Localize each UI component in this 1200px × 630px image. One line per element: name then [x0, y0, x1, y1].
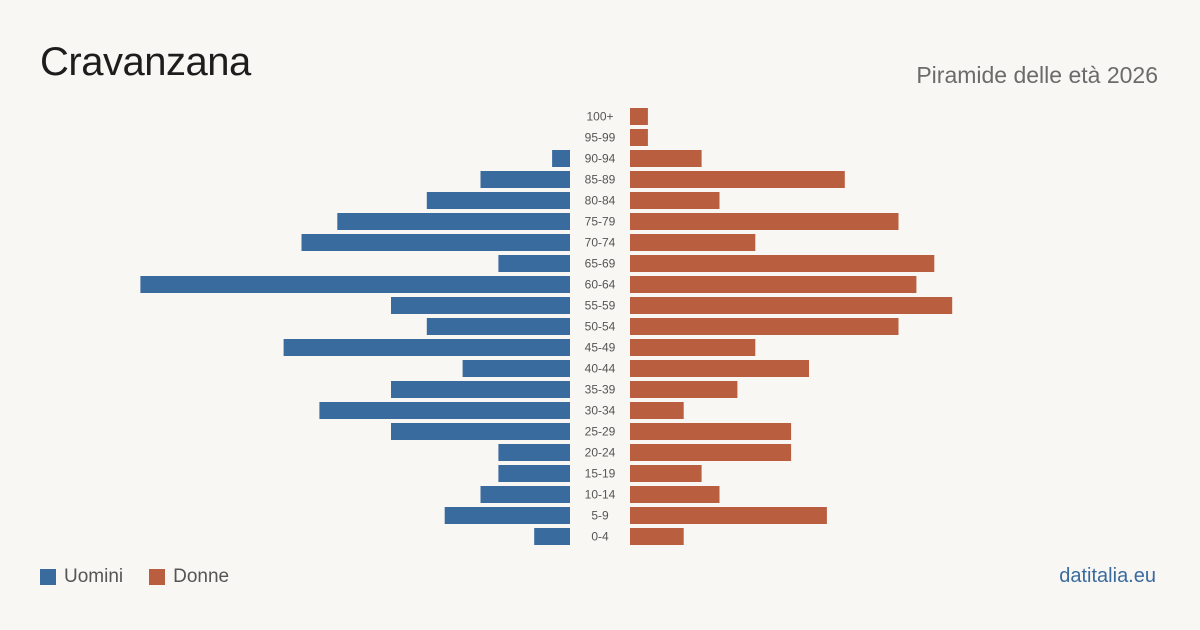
age-label-45-49: 45-49 — [585, 341, 616, 355]
bar-men-15-19 — [498, 465, 570, 482]
age-label-55-59: 55-59 — [585, 299, 616, 313]
bar-men-45-49 — [283, 339, 570, 356]
bar-men-40-44 — [462, 360, 570, 377]
bar-women-70-74 — [630, 234, 756, 251]
legend-swatch-men — [40, 569, 56, 585]
bar-women-5-9 — [630, 507, 827, 524]
bar-men-50-54 — [426, 318, 570, 335]
source-link[interactable]: datitalia.eu — [1059, 565, 1156, 587]
bar-women-15-19 — [630, 465, 702, 482]
legend-label-women: Donne — [173, 566, 230, 587]
bar-men-65-69 — [498, 255, 570, 272]
bar-men-90-94 — [552, 150, 570, 167]
bar-women-25-29 — [630, 423, 792, 440]
legend-item-women: Donne — [149, 566, 229, 588]
bar-women-20-24 — [630, 444, 792, 461]
age-label-5-9: 5-9 — [591, 509, 609, 523]
age-label-75-79: 75-79 — [585, 215, 616, 229]
bar-women-80-84 — [630, 192, 720, 209]
bar-men-5-9 — [444, 507, 570, 524]
age-label-15-19: 15-19 — [585, 467, 616, 481]
bar-women-35-39 — [630, 381, 738, 398]
bar-men-70-74 — [301, 234, 570, 251]
age-label-20-24: 20-24 — [585, 446, 616, 460]
age-label-10-14: 10-14 — [585, 488, 616, 502]
chart-subtitle: Piramide delle età 2026 — [916, 62, 1158, 88]
bar-women-85-89 — [630, 171, 845, 188]
bar-women-50-54 — [630, 318, 899, 335]
age-label-80-84: 80-84 — [585, 194, 616, 208]
bar-women-60-64 — [630, 276, 917, 293]
bar-men-85-89 — [480, 171, 570, 188]
age-label-90-94: 90-94 — [585, 152, 616, 166]
bar-women-40-44 — [630, 360, 809, 377]
age-label-100plus: 100+ — [586, 110, 613, 124]
bar-women-30-34 — [630, 402, 684, 419]
age-label-70-74: 70-74 — [585, 236, 616, 250]
population-pyramid-chart: 100+ 95-99 90-94 85-89 80-84 75-79 70-74 65-69 6… — [140, 108, 953, 545]
bar-men-20-24 — [498, 444, 570, 461]
bar-men-30-34 — [319, 402, 570, 419]
bar-men-60-64 — [140, 276, 570, 293]
age-label-30-34: 30-34 — [585, 404, 616, 418]
legend-item-men: Uomini — [40, 566, 123, 588]
bar-men-10-14 — [480, 486, 570, 503]
bar-women-0-4 — [630, 528, 684, 545]
age-label-35-39: 35-39 — [585, 383, 616, 397]
bar-women-100plus — [630, 108, 648, 125]
age-label-25-29: 25-29 — [585, 425, 616, 439]
bar-men-80-84 — [426, 192, 570, 209]
age-label-65-69: 65-69 — [585, 257, 616, 271]
bar-women-10-14 — [630, 486, 720, 503]
bar-women-95-99 — [630, 129, 648, 146]
bar-women-55-59 — [630, 297, 953, 314]
bar-women-90-94 — [630, 150, 702, 167]
age-label-0-4: 0-4 — [591, 530, 609, 544]
bar-women-45-49 — [630, 339, 756, 356]
bar-women-65-69 — [630, 255, 935, 272]
bar-women-75-79 — [630, 213, 899, 230]
age-label-50-54: 50-54 — [585, 320, 616, 334]
bar-men-25-29 — [391, 423, 570, 440]
age-label-60-64: 60-64 — [585, 278, 616, 292]
bar-men-0-4 — [534, 528, 570, 545]
legend-swatch-women — [149, 569, 166, 585]
age-label-85-89: 85-89 — [585, 173, 616, 187]
age-label-95-99: 95-99 — [585, 131, 616, 145]
bar-men-75-79 — [337, 213, 570, 230]
chart-title: Cravanzana — [40, 40, 251, 84]
bar-men-55-59 — [391, 297, 570, 314]
bar-men-35-39 — [391, 381, 570, 398]
age-label-40-44: 40-44 — [585, 362, 616, 376]
legend-label-men: Uomini — [64, 566, 124, 587]
legend: Uomini Donne — [40, 566, 245, 588]
